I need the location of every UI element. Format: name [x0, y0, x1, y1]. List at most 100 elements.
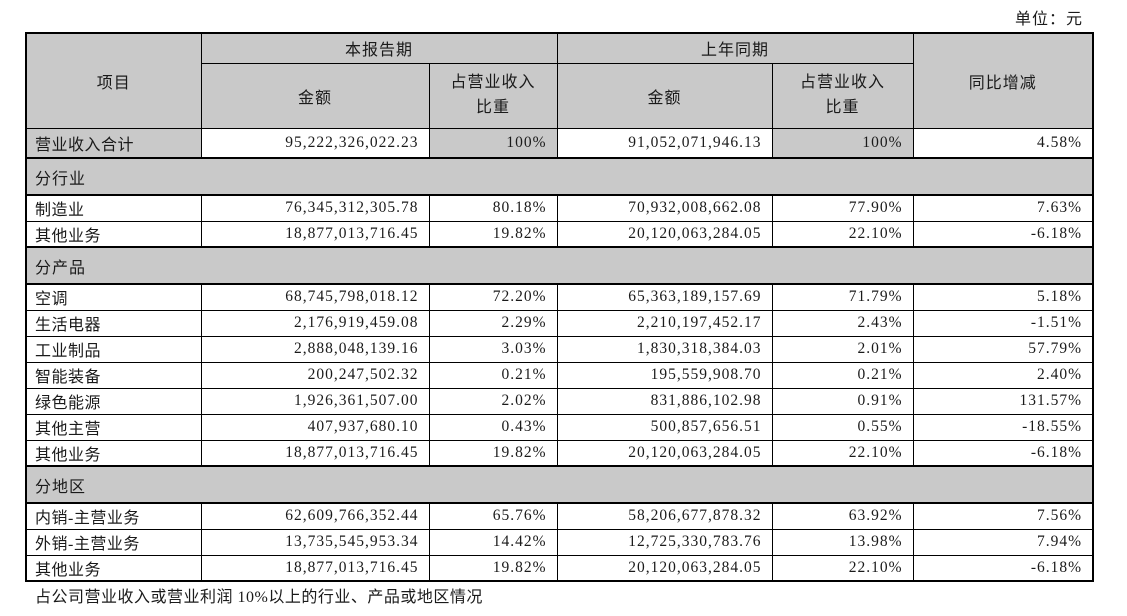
table-row-export-main: 外销-主营业务 13,735,545,953.34 14.42% 12,725,… — [25, 528, 1094, 556]
section-title-cell: 分产品 — [25, 246, 1094, 285]
pct-current-cell: 0.43% — [428, 413, 558, 441]
pct-current-cell: 3.03% — [428, 335, 558, 363]
col-header-pct-current: 占营业收入比重 — [428, 62, 558, 129]
pct-current-cell: 72.20% — [428, 283, 558, 311]
amount-current-cell: 18,877,013,716.45 — [200, 220, 430, 248]
table-row-other-business: 其他业务 18,877,013,716.45 19.82% 20,120,063… — [25, 439, 1094, 467]
amount-current-cell: 13,735,545,953.34 — [200, 528, 430, 556]
yoy-cell: -6.18% — [912, 439, 1094, 467]
pct-prior-cell: 63.92% — [771, 502, 914, 530]
pct-current-cell: 2.29% — [428, 309, 558, 337]
pct-prior-cell: 0.91% — [771, 387, 914, 415]
amount-prior-cell: 20,120,063,284.05 — [556, 439, 773, 467]
pct-prior-cell: 2.01% — [771, 335, 914, 363]
table-row-home-appliances: 生活电器 2,176,919,459.08 2.29% 2,210,197,45… — [25, 309, 1094, 337]
item-label-cell: 其他主营 — [25, 413, 202, 441]
table-row-green-energy: 绿色能源 1,926,361,507.00 2.02% 831,886,102.… — [25, 387, 1094, 415]
section-row-by-industry: 分行业 — [25, 157, 1094, 196]
section-row-by-region: 分地区 — [25, 465, 1094, 504]
pct-prior-cell: 22.10% — [771, 220, 914, 248]
section-title-cell: 分行业 — [25, 157, 1094, 196]
pct-prior-cell: 13.98% — [771, 528, 914, 556]
amount-current-cell: 62,609,766,352.44 — [200, 502, 430, 530]
pct-current-cell: 19.82% — [428, 554, 558, 582]
amount-current-cell: 68,745,798,018.12 — [200, 283, 430, 311]
table-row-other-main: 其他主营 407,937,680.10 0.43% 500,857,656.51… — [25, 413, 1094, 441]
item-label-cell: 营业收入合计 — [25, 127, 202, 159]
section-row-by-product: 分产品 — [25, 246, 1094, 285]
yoy-cell: -6.18% — [912, 220, 1094, 248]
amount-prior-cell: 20,120,063,284.05 — [556, 554, 773, 582]
yoy-cell: 4.58% — [912, 127, 1094, 159]
pct-header-text: 占营业收入比重 — [450, 73, 536, 116]
pct-prior-cell: 71.79% — [771, 283, 914, 311]
yoy-cell: 5.18% — [912, 283, 1094, 311]
pct-current-cell: 2.02% — [428, 387, 558, 415]
section-title-cell: 分地区 — [25, 465, 1094, 504]
item-label-cell: 内销-主营业务 — [25, 502, 202, 530]
pct-current-cell: 65.76% — [428, 502, 558, 530]
header-row-subcolumns: 金额 占营业收入比重 金额 占营业收入比重 — [26, 62, 1093, 129]
item-label-cell: 制造业 — [25, 194, 202, 222]
amount-prior-cell: 12,725,330,783.76 — [556, 528, 773, 556]
yoy-cell: -1.51% — [912, 309, 1094, 337]
pct-current-cell: 19.82% — [428, 220, 558, 248]
pct-current-cell: 80.18% — [428, 194, 558, 222]
pct-prior-cell: 77.90% — [771, 194, 914, 222]
amount-current-cell: 407,937,680.10 — [200, 413, 430, 441]
amount-prior-cell: 91,052,071,946.13 — [556, 127, 773, 159]
col-header-yoy-change: 同比增减 — [912, 32, 1094, 129]
col-header-item: 项目 — [25, 32, 202, 129]
pct-header-text: 占营业收入比重 — [800, 73, 886, 116]
pct-prior-cell: 100% — [771, 127, 914, 159]
amount-current-cell: 18,877,013,716.45 — [200, 439, 430, 467]
pct-current-cell: 19.82% — [428, 439, 558, 467]
col-group-current-period: 本报告期 — [200, 32, 558, 64]
pct-prior-cell: 0.55% — [771, 413, 914, 441]
pct-prior-cell: 22.10% — [771, 554, 914, 582]
amount-current-cell: 76,345,312,305.78 — [200, 194, 430, 222]
amount-current-cell: 95,222,326,022.23 — [200, 127, 430, 159]
table-row-air-conditioning: 空调 68,745,798,018.12 72.20% 65,363,189,1… — [25, 283, 1094, 311]
col-header-amount-current: 金额 — [200, 62, 430, 129]
amount-current-cell: 2,176,919,459.08 — [200, 309, 430, 337]
item-label-cell: 智能装备 — [25, 361, 202, 389]
yoy-cell: 131.57% — [912, 387, 1094, 415]
revenue-breakdown-table: 项目 本报告期 上年同期 同比增减 金额 占营业收入比重 金额 占营业收入比重 … — [25, 32, 1095, 582]
col-header-amount-prior: 金额 — [556, 62, 773, 129]
item-label-cell: 外销-主营业务 — [25, 528, 202, 556]
pct-current-cell: 14.42% — [428, 528, 558, 556]
amount-prior-cell: 2,210,197,452.17 — [556, 309, 773, 337]
pct-prior-cell: 22.10% — [771, 439, 914, 467]
pct-prior-cell: 2.43% — [771, 309, 914, 337]
yoy-cell: -6.18% — [912, 554, 1094, 582]
yoy-cell: 7.63% — [912, 194, 1094, 222]
amount-prior-cell: 1,830,318,384.03 — [556, 335, 773, 363]
amount-prior-cell: 831,886,102.98 — [556, 387, 773, 415]
yoy-cell: -18.55% — [912, 413, 1094, 441]
item-label-cell: 工业制品 — [25, 335, 202, 363]
item-label-cell: 其他业务 — [25, 220, 202, 248]
pct-current-cell: 100% — [428, 127, 558, 159]
unit-label: 单位：元 — [1014, 11, 1083, 28]
yoy-cell: 2.40% — [912, 361, 1094, 389]
table-row-other-business: 其他业务 18,877,013,716.45 19.82% 20,120,063… — [25, 220, 1094, 248]
pct-current-cell: 0.21% — [428, 361, 558, 389]
item-label-cell: 其他业务 — [25, 554, 202, 582]
table-row-industrial-products: 工业制品 2,888,048,139.16 3.03% 1,830,318,38… — [25, 335, 1094, 363]
amount-prior-cell: 195,559,908.70 — [556, 361, 773, 389]
amount-current-cell: 18,877,013,716.45 — [200, 554, 430, 582]
amount-current-cell: 1,926,361,507.00 — [200, 387, 430, 415]
table-row-domestic-main: 内销-主营业务 62,609,766,352.44 65.76% 58,206,… — [25, 502, 1094, 530]
amount-prior-cell: 70,932,008,662.08 — [556, 194, 773, 222]
col-group-prior-period: 上年同期 — [556, 32, 914, 64]
yoy-cell: 7.56% — [912, 502, 1094, 530]
amount-current-cell: 200,247,502.32 — [200, 361, 430, 389]
amount-prior-cell: 500,857,656.51 — [556, 413, 773, 441]
amount-prior-cell: 65,363,189,157.69 — [556, 283, 773, 311]
header-row-groups: 项目 本报告期 上年同期 同比增减 — [25, 32, 1094, 129]
yoy-cell: 57.79% — [912, 335, 1094, 363]
item-label-cell: 空调 — [25, 283, 202, 311]
table-row-smart-equipment: 智能装备 200,247,502.32 0.21% 195,559,908.70… — [25, 361, 1094, 389]
table-row-other-business: 其他业务 18,877,013,716.45 19.82% 20,120,063… — [25, 554, 1094, 582]
